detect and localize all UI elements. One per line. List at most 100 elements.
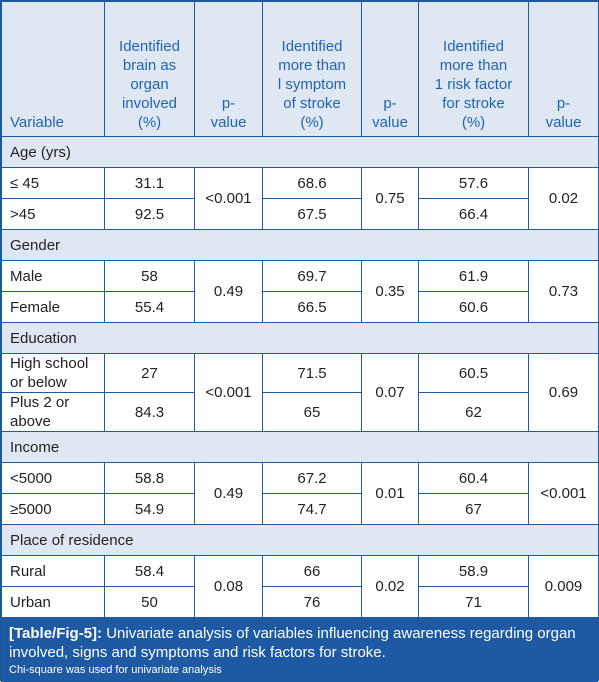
row-label-line: ≥5000: [10, 500, 52, 518]
caption-note: Chi-square was used for univariate analy…: [9, 664, 222, 676]
header-row: Variable Identified brain as organ invol…: [1, 1, 599, 137]
section-row-education: Education: [1, 322, 599, 354]
cell-brain: 84.3: [104, 392, 195, 432]
header-brain-line: Identified: [119, 38, 180, 55]
header-risk: Identified more than 1 risk factor for s…: [418, 1, 529, 137]
header-p2: p- value: [361, 1, 419, 137]
cell-symptom: 67.5: [262, 198, 362, 230]
header-variable: Variable: [1, 1, 105, 137]
cell-p3: 0.009: [528, 555, 599, 618]
row-label-line: Rural: [10, 562, 46, 580]
section-title: Education: [1, 322, 599, 354]
cell-risk: 71: [418, 586, 529, 618]
section-row-age: Age (yrs): [1, 136, 599, 168]
row-label-line: above: [10, 413, 51, 430]
cell-symptom: 66.5: [262, 291, 362, 323]
cell-brain: 58.4: [104, 555, 195, 587]
row-label: Male: [1, 260, 105, 292]
cell-brain: 58.8: [104, 462, 195, 494]
row-label-line: <5000: [10, 469, 53, 487]
table-row: Male 58 0.49 69.7 0.35 61.9 0.73: [1, 260, 599, 323]
header-symptom-line: Identified: [281, 38, 343, 55]
row-label: Rural: [1, 555, 105, 587]
cell-symptom: 67.2: [262, 462, 362, 494]
header-risk-line: Identified: [443, 38, 504, 55]
caption-fig-label: [Table/Fig-5]:: [9, 625, 103, 642]
header-p3-line: value: [545, 114, 582, 131]
header-p1: p- value: [194, 1, 263, 137]
cell-risk: 66.4: [418, 198, 529, 230]
table-row: >45 92.5 67.5 66.4: [1, 198, 599, 230]
cell-symptom: 74.7: [262, 493, 362, 525]
section-row-gender: Gender: [1, 229, 599, 261]
header-brain-line: brain as: [122, 57, 177, 74]
row-label: Plus 2 or above: [1, 392, 105, 432]
cell-brain: 54.9: [104, 493, 195, 525]
header-symptom-line: of stroke: [283, 95, 341, 112]
cell-risk: 58.9: [418, 555, 529, 587]
cell-p3: 0.73: [528, 260, 599, 323]
header-brain-line: (%): [137, 114, 162, 131]
table-row: ≤ 45 31.1 <0.001 68.6 0.75 57.6 0.02: [1, 167, 599, 230]
header-p1-line: p-: [221, 95, 236, 112]
header-p3-line: p-: [556, 95, 571, 112]
table-row: ≥5000 54.9 74.7 67: [1, 493, 599, 525]
cell-brain: 92.5: [104, 198, 195, 230]
cell-risk: 60.6: [418, 291, 529, 323]
row-label-line: or below: [10, 374, 67, 391]
cell-p3: <0.001: [528, 462, 599, 525]
table-row: Urban 50 76 71: [1, 586, 599, 618]
cell-p3: 0.02: [528, 167, 599, 230]
table-caption: [Table/Fig-5]: Univariate analysis of va…: [1, 618, 598, 682]
cell-p1: 0.49: [194, 462, 263, 525]
header-brain: Identified brain as organ involved (%): [104, 1, 195, 137]
section-row-residence: Place of residence: [1, 524, 599, 556]
cell-symptom: 66: [262, 555, 362, 587]
cell-risk: 61.9: [418, 260, 529, 292]
cell-brain: 27: [104, 353, 195, 393]
header-variable-text: Variable: [10, 114, 64, 131]
header-p2-line: p-: [383, 95, 397, 112]
header-brain-line: organ: [130, 76, 169, 93]
row-label-line: High school: [10, 355, 89, 372]
cell-risk: 60.4: [418, 462, 529, 494]
header-risk-line: 1 risk factor: [434, 76, 513, 93]
header-symptom-line: more than: [278, 57, 346, 74]
section-title: Income: [1, 431, 599, 463]
cell-p3: 0.69: [528, 353, 599, 432]
header-symptom-line: l symptom: [277, 76, 347, 93]
cell-p1: 0.49: [194, 260, 263, 323]
cell-brain: 55.4: [104, 291, 195, 323]
table-row: <5000 58.8 0.49 67.2 0.01 60.4 <0.001: [1, 462, 599, 525]
header-p3: p- value: [528, 1, 599, 137]
row-label: Urban: [1, 586, 105, 618]
header-brain-line: involved: [121, 95, 178, 112]
cell-p2: 0.02: [361, 555, 419, 618]
header-risk-line: (%): [461, 114, 486, 131]
cell-symptom: 69.7: [262, 260, 362, 292]
row-label-line: Female: [10, 298, 61, 316]
cell-p1: 0.08: [194, 555, 263, 618]
header-symptom: Identified more than l symptom of stroke…: [262, 1, 362, 137]
row-label: Female: [1, 291, 105, 323]
cell-risk: 57.6: [418, 167, 529, 199]
row-label-line: Male: [10, 267, 43, 285]
header-risk-line: for stroke: [442, 95, 505, 112]
cell-symptom: 71.5: [262, 353, 362, 393]
cell-brain: 50: [104, 586, 195, 618]
cell-risk: 67: [418, 493, 529, 525]
row-label-line: >45: [10, 205, 36, 223]
row-label-line: ≤ 45: [10, 174, 40, 192]
row-label: High school or below: [1, 353, 105, 393]
header-p1-line: value: [210, 114, 247, 131]
cell-p1: <0.001: [194, 353, 263, 432]
row-label-line: Urban: [10, 593, 51, 611]
row-label: ≤ 45: [1, 167, 105, 199]
table-row: Plus 2 or above 84.3 65 62: [1, 392, 599, 432]
cell-symptom: 68.6: [262, 167, 362, 199]
cell-p2: 0.01: [361, 462, 419, 525]
row-label: ≥5000: [1, 493, 105, 525]
header-p2-line: value: [372, 114, 408, 131]
cell-p2: 0.75: [361, 167, 419, 230]
